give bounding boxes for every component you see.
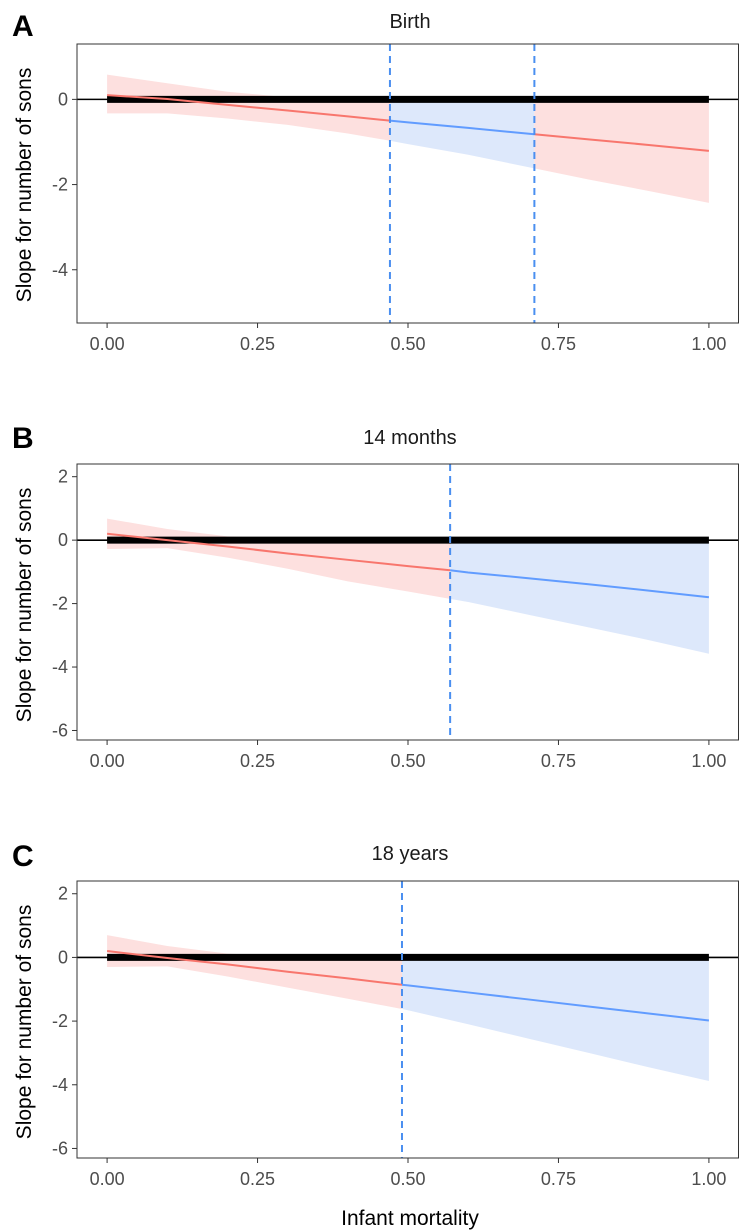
panel-b-y-tick-label: -2	[52, 594, 68, 614]
panel-c-y-axis-title: Slope for number of sons	[13, 905, 36, 1140]
panel-a-estimate-line-2	[389, 119, 535, 136]
panel-a-ci-band-2	[389, 99, 535, 169]
panel-a-y-axis-title: Slope for number of sons	[13, 68, 36, 303]
panel-b-x-tick-label: 0.75	[541, 751, 576, 771]
panel-a-title: Birth	[389, 11, 430, 33]
panel-c-y-tick-label: -6	[52, 1138, 68, 1158]
panel-c-ci-band-2	[401, 957, 709, 1081]
panel-a-x-tick-label: 0.50	[390, 334, 425, 354]
panel-b-letter: B	[12, 422, 34, 455]
panel-b-estimate-line-2	[450, 569, 710, 599]
panel-b-y-tick-label: 2	[58, 467, 68, 487]
panel-c-y-tick-label: 2	[58, 884, 68, 904]
panel-c-title: 18 years	[372, 843, 449, 865]
panel-a-x-tick-label: 0.75	[541, 334, 576, 354]
panel-c-x-tick-label: 0.25	[240, 1169, 275, 1189]
panel-c-y-tick-label: -4	[52, 1075, 68, 1095]
panel-b-y-tick-label: 0	[58, 530, 68, 550]
panel-b-y-tick-label: -6	[52, 720, 68, 740]
panel-a-x-tick-label: 0.00	[90, 334, 125, 354]
panel-b-estimate-line-1	[106, 532, 451, 572]
panel-b-title: 14 months	[363, 427, 456, 449]
panel-c: C 18 years Slope for number of sons 2 0 -2…	[12, 840, 739, 1189]
panel-a-y-tick-label: -2	[52, 175, 68, 195]
panel-a-estimate-line-3	[534, 133, 710, 152]
panel-c-y-tick-label: -2	[52, 1011, 68, 1031]
panel-c-letter: C	[12, 840, 34, 873]
panel-b-x-tick-label: 0.25	[240, 751, 275, 771]
panel-c-estimate-line-1	[106, 950, 403, 986]
panel-a-estimate-line-1	[107, 94, 391, 122]
panel-a-ci-band-3	[534, 99, 709, 203]
panel-a-y-tick-label: -4	[52, 260, 68, 280]
panel-b-x-tick-label: 0.00	[90, 751, 125, 771]
panel-c-x-tick-label: 0.50	[390, 1169, 425, 1189]
panel-b-ci-band-1	[107, 518, 451, 599]
panel-c-x-tick-label: 1.00	[691, 1169, 726, 1189]
panel-c-x-tick-label: 0.00	[90, 1169, 125, 1189]
panel-b-y-tick-label: -4	[52, 657, 68, 677]
panel-c-y-title: Slope for number of sons	[13, 905, 36, 1140]
panel-b-x-tick-label: 1.00	[691, 751, 726, 771]
x-axis-title: Infant mortality	[341, 1207, 479, 1230]
panel-c-y-tick-label: 0	[58, 947, 68, 967]
panel-c-estimate-line-2	[401, 983, 710, 1022]
panel-a-y-title: Slope for number of sons	[13, 68, 36, 303]
panel-a: A Birth Slope for number of sons 0 -2 -4 0.…	[12, 10, 739, 354]
panel-a-letter: A	[12, 10, 34, 43]
panel-b-y-axis-title: Slope for number of sons	[13, 488, 36, 723]
panel-b-ci-band-2	[450, 540, 709, 654]
panel-b-y-title: Slope for number of sons	[13, 488, 36, 723]
panel-a-x-tick-label: 0.25	[240, 334, 275, 354]
panel-c-ci-band-1	[107, 935, 402, 1009]
panel-c-x-tick-label: 0.75	[541, 1169, 576, 1189]
panel-b: B 14 months Slope for number of sons 2 0 -…	[12, 422, 739, 771]
panel-b-x-tick-label: 0.50	[390, 751, 425, 771]
panel-a-x-tick-label: 1.00	[691, 334, 726, 354]
panel-a-y-tick-label: 0	[58, 89, 68, 109]
